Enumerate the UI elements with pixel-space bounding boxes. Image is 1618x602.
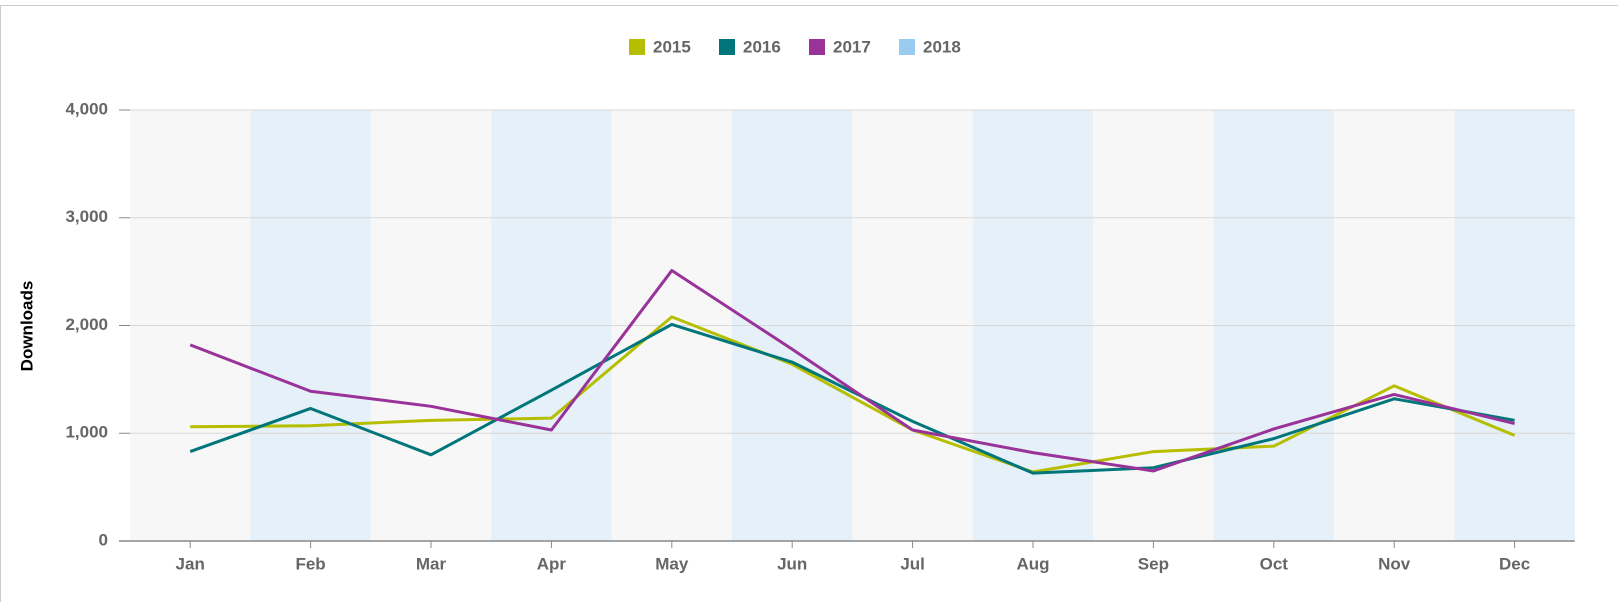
x-tick-label: Dec: [1499, 554, 1530, 573]
x-tick-label: Sep: [1138, 554, 1169, 573]
legend-swatch: [719, 39, 735, 55]
legend-label: 2017: [833, 37, 871, 56]
legend-label: 2018: [923, 37, 961, 56]
x-tick-label: Apr: [537, 554, 567, 573]
y-tick-label: 3,000: [65, 207, 108, 226]
y-tick-label: 4,000: [65, 99, 108, 118]
x-tick-label: Jul: [900, 554, 925, 573]
x-tick-label: Feb: [295, 554, 325, 573]
x-tick-label: May: [655, 554, 689, 573]
x-tick-label: Oct: [1260, 554, 1289, 573]
legend-swatch: [629, 39, 645, 55]
x-tick-label: Nov: [1378, 554, 1411, 573]
series-line: [189, 322, 1515, 475]
series-line: [189, 269, 1515, 473]
legend-swatch: [899, 39, 915, 55]
legend-label: 2015: [653, 37, 691, 56]
x-tick-label: Jan: [176, 554, 205, 573]
y-tick-label: 2,000: [65, 315, 108, 334]
series-line: [190, 315, 1516, 474]
x-tick-label: Jun: [777, 554, 807, 573]
x-tick-label: Mar: [416, 554, 447, 573]
y-tick-label: 1,000: [65, 423, 108, 442]
y-tick-label: 0: [99, 530, 108, 549]
legend-label: 2016: [743, 37, 781, 56]
y-axis-label: Downloads: [17, 281, 36, 372]
legend-swatch: [809, 39, 825, 55]
x-tick-label: Aug: [1016, 554, 1049, 573]
